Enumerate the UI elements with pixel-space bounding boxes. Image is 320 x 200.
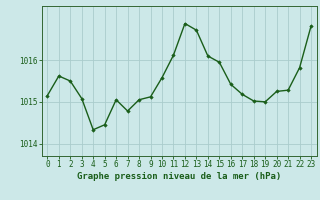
X-axis label: Graphe pression niveau de la mer (hPa): Graphe pression niveau de la mer (hPa) [77,172,281,181]
